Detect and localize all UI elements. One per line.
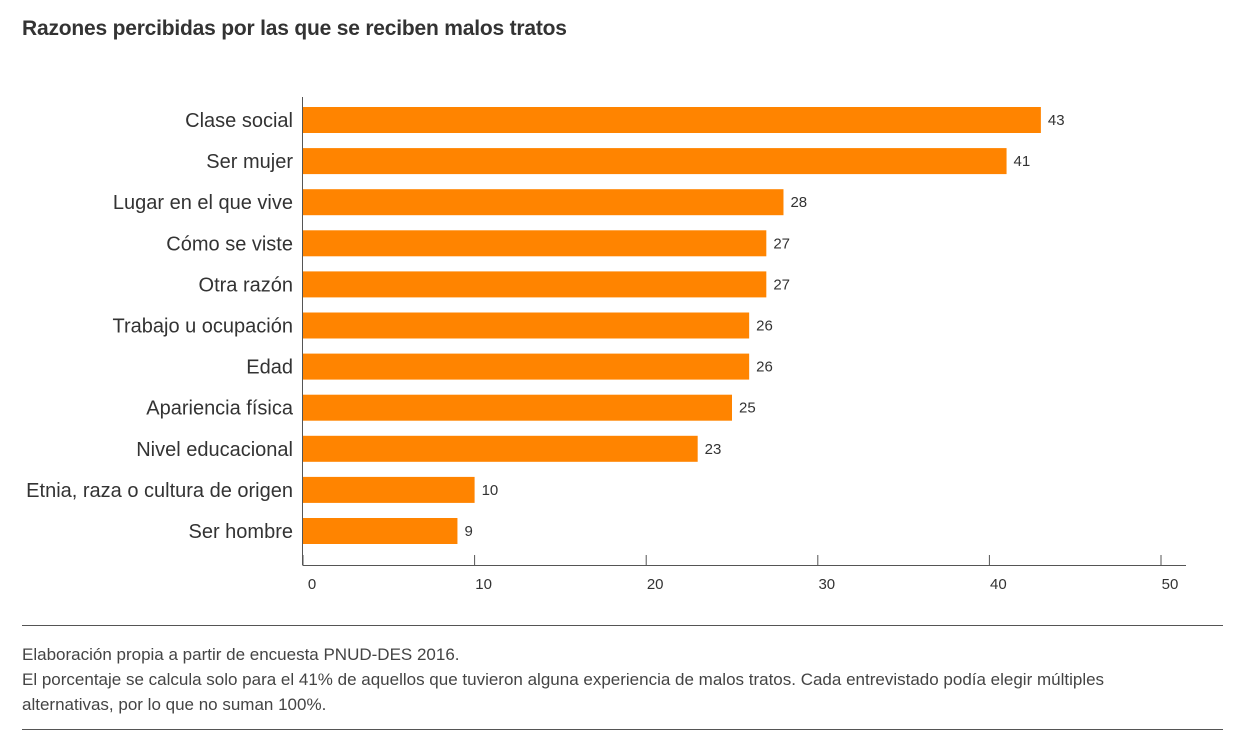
category-label: Ser mujer xyxy=(206,151,293,173)
value-label: 9 xyxy=(464,523,472,540)
x-tick-label: 50 xyxy=(1162,576,1179,593)
value-label: 23 xyxy=(705,441,722,458)
category-label: Ser hombre xyxy=(189,521,294,543)
bar xyxy=(303,312,750,339)
footnote-source: Elaboración propia a partir de encuesta … xyxy=(22,645,460,664)
category-label: Clase social xyxy=(185,110,293,132)
category-label: Apariencia física xyxy=(146,398,294,420)
bar xyxy=(303,230,767,257)
bar-chart: Clase social Ser mujer Lugar en el que viv… xyxy=(26,97,1186,593)
x-tick-label: 20 xyxy=(647,576,664,593)
bar xyxy=(303,476,475,503)
bar xyxy=(303,518,458,544)
x-tick-label: 10 xyxy=(475,576,492,593)
bars-group xyxy=(303,107,1041,544)
category-label: Otra razón xyxy=(199,274,293,296)
value-label: 43 xyxy=(1048,112,1065,129)
value-label: 26 xyxy=(756,318,773,335)
x-tick-label: 30 xyxy=(818,576,835,593)
category-label: Trabajo u ocupación xyxy=(113,316,294,338)
value-label: 26 xyxy=(756,359,773,376)
value-label: 27 xyxy=(773,276,790,293)
footnote-note: El porcentaje se calcula solo para el 41… xyxy=(22,670,1105,714)
value-label: 25 xyxy=(739,400,756,417)
category-label: Edad xyxy=(246,357,293,379)
category-label: Lugar en el que vive xyxy=(113,192,293,214)
x-tick-label: 0 xyxy=(308,576,316,593)
chart-title: Razones percibidas por las que se recibe… xyxy=(22,17,567,40)
bar xyxy=(303,394,732,421)
category-label: Cómo se viste xyxy=(166,233,293,255)
bar xyxy=(303,189,784,216)
value-label: 10 xyxy=(482,482,499,499)
category-label: Etnia, raza o cultura de origen xyxy=(26,480,293,502)
bar xyxy=(303,148,1007,175)
bar xyxy=(303,353,750,380)
footnote-top-rule xyxy=(22,625,1223,626)
value-label: 28 xyxy=(790,194,807,211)
bar xyxy=(303,435,698,462)
category-labels: Clase social Ser mujer Lugar en el que viv… xyxy=(26,110,294,543)
category-label: Nivel educacional xyxy=(136,439,293,461)
axes-group: 0 10 20 30 40 50 xyxy=(302,97,1186,593)
x-tick-label: 40 xyxy=(990,576,1007,593)
value-label: 41 xyxy=(1014,153,1031,170)
bar xyxy=(303,107,1041,133)
footnote-bottom-rule xyxy=(22,729,1223,730)
value-label: 27 xyxy=(773,235,790,252)
bar xyxy=(303,271,767,298)
value-labels: 43 41 28 27 27 26 26 25 23 10 9 xyxy=(464,112,1064,540)
